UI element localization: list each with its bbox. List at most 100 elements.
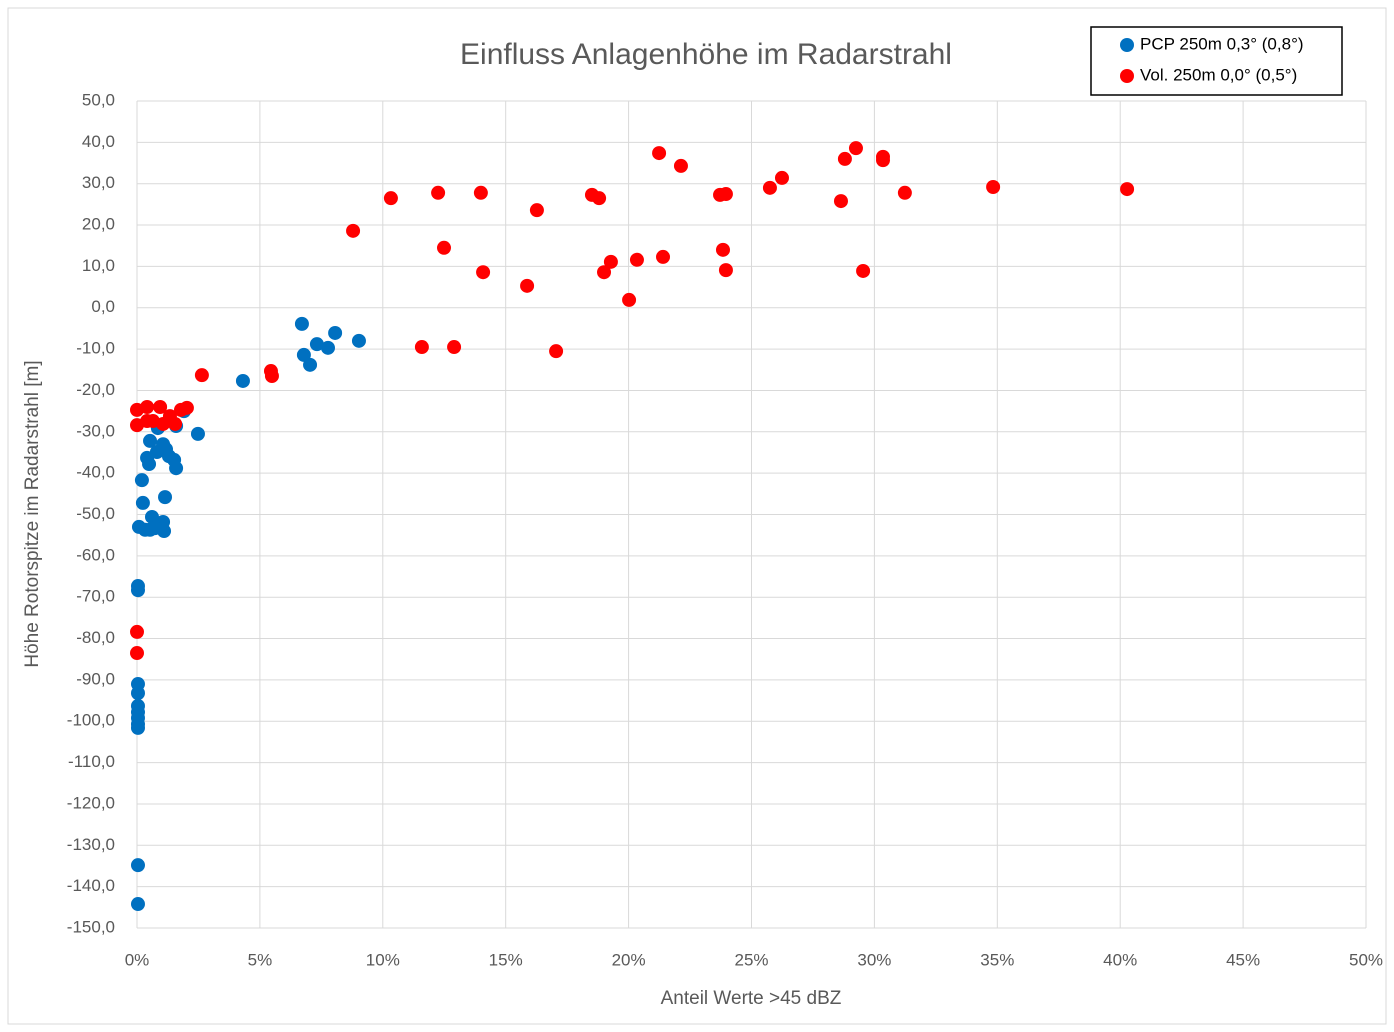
legend-marker [1120,69,1134,83]
y-tick-label: -40,0 [76,463,115,482]
point [143,433,158,448]
x-tick-label: 15% [489,950,523,969]
y-tick-label: -30,0 [76,421,115,440]
point [130,624,144,639]
point [130,686,145,701]
y-tick-label: -90,0 [76,669,115,688]
point [153,399,168,414]
y-tick-label: -120,0 [67,793,115,812]
point [414,340,429,355]
legend-box [1090,26,1343,96]
point [529,203,544,218]
x-tick-label: 25% [734,950,768,969]
point [718,187,733,202]
point [592,191,607,206]
point [157,524,172,539]
point [622,292,637,307]
point [194,368,209,383]
point [264,368,279,383]
point [320,340,335,355]
point [130,646,144,661]
x-tick-label: 40% [1103,950,1137,969]
y-tick-label: -110,0 [68,752,115,771]
y-tick-label: 20,0 [82,215,115,234]
point [520,278,535,293]
point [837,151,852,166]
y-tick-label: 10,0 [82,256,115,275]
point [346,223,361,238]
point [179,400,194,415]
point [135,495,150,510]
x-tick-label: 50% [1349,950,1383,969]
point [549,344,564,359]
point [158,490,173,505]
legend-marker [1120,38,1134,52]
point [603,254,618,269]
point [856,263,871,278]
x-tick-label: 10% [366,950,400,969]
y-axis-title: Höhe Rotorspitze im Radarstrahl [m] [22,360,43,667]
point [130,720,145,735]
point [130,583,145,598]
point [1120,182,1135,197]
x-tick-label: 0% [125,950,150,969]
point [309,337,324,352]
point [833,194,848,209]
point [597,265,612,280]
point [431,185,446,200]
point [140,399,155,414]
point [986,180,1001,195]
point [134,473,149,488]
y-tick-label: -70,0 [76,587,115,606]
point [652,146,667,161]
y-tick-label: -150,0 [67,917,115,936]
point [328,325,343,340]
point [715,242,730,257]
x-tick-label: 35% [980,950,1014,969]
point [876,153,891,168]
legend-label: Vol. 250m 0,0° (0,5°) [1140,65,1297,84]
x-tick-label: 5% [248,950,273,969]
point [190,426,205,441]
chart-title: Einfluss Anlagenhöhe im Radarstrahl [460,38,952,71]
point [897,185,912,200]
point [762,180,777,195]
y-tick-label: -100,0 [67,711,115,730]
point [142,457,157,472]
x-tick-label: 30% [857,950,891,969]
point [673,158,688,173]
y-tick-label: -60,0 [76,545,115,564]
y-tick-label: 30,0 [82,173,115,192]
point [383,191,398,206]
point [140,414,155,429]
point [476,265,491,280]
point [656,249,671,264]
y-tick-label: 0,0 [91,297,115,316]
point [437,240,452,255]
y-tick-label: -50,0 [76,504,115,523]
y-tick-label: 40,0 [82,132,115,151]
point [144,509,159,524]
point [447,340,462,355]
point [235,373,250,388]
x-tick-label: 20% [612,950,646,969]
point [130,897,145,912]
point [718,263,733,278]
y-tick-label: -20,0 [76,380,115,399]
x-axis-title: Anteil Werte >45 dBZ [661,988,842,1009]
chart-frame [7,7,1387,1025]
point [774,170,789,185]
point [130,858,145,873]
point [351,333,366,348]
y-tick-label: -80,0 [76,628,115,647]
point [629,252,644,267]
y-tick-label: -10,0 [76,339,115,358]
y-tick-label: 50,0 [82,90,115,109]
point [473,185,488,200]
point [168,416,183,431]
y-tick-label: -130,0 [67,835,115,854]
point [848,141,863,156]
point [169,461,184,476]
x-tick-label: 45% [1226,950,1260,969]
